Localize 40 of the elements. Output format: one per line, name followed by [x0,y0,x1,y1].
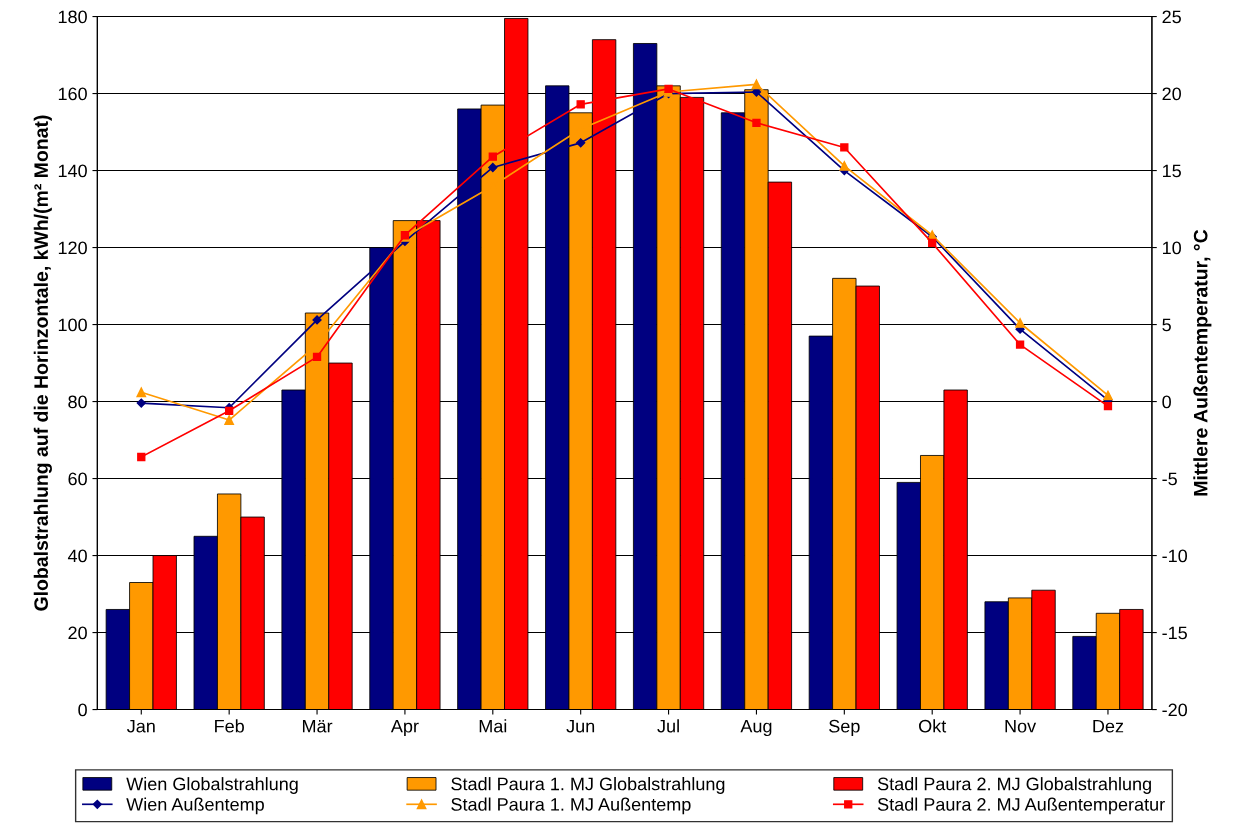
y2-tick-label: -5 [1162,472,1177,486]
x-tick-label: Jun [566,719,595,733]
legend-label: Stadl Paura 2. MJ Globalstrahlung [877,777,1151,794]
legend-label: Wien Außentemp [126,797,264,815]
y-tick-label: 80 [68,395,87,409]
x-tick-label: Mai [479,719,507,733]
y-tick-label: 0 [78,703,87,717]
x-tick-label: Mär [302,719,333,733]
y2-tick-label: 5 [1162,318,1171,332]
x-tick-label: Okt [919,719,947,733]
y2-tick-label: 15 [1163,164,1181,178]
y-tick-label: 160 [58,87,87,101]
y-tick-label: 180 [58,10,87,24]
y-tick-label: 100 [58,318,87,332]
y2-tick-label: 20 [1162,87,1181,101]
y2-tick-label: 25 [1162,10,1181,24]
y2-axis-title: Mittlere Außentemperatur, °C [1193,229,1212,496]
y-tick-label: 140 [58,164,87,178]
y2-tick-label: 0 [1162,395,1171,409]
y2-tick-label: -20 [1162,703,1188,717]
x-tick-label: Feb [215,719,244,733]
legend-label: Stadl Paura 1. MJ Globalstrahlung [451,777,725,794]
y-axis-title: Globalstrahlung auf die Horinzontale, kWh/(m² Monat) [33,115,52,611]
y2-tick-label: -15 [1162,626,1187,640]
x-tick-label: Nov [1005,719,1037,733]
y-tick-label: 40 [67,549,87,563]
y-tick-label: 120 [58,241,87,255]
x-tick-label: Apr [390,719,419,737]
x-tick-label: Jan [127,719,155,733]
y-tick-label: 60 [68,472,87,486]
y-tick-label: 20 [68,626,87,640]
legend-label: Stadl Paura 2. MJ Außentemperatur [877,797,1165,815]
x-tick-label: Jul [657,719,679,733]
x-tick-label: Aug [740,719,772,737]
y2-tick-label: -10 [1162,549,1188,563]
y2-tick-label: 10 [1163,241,1181,255]
legend-label: Wien Globalstrahlung [126,777,298,794]
x-tick-label: Sep [829,719,860,737]
x-tick-label: Dez [1093,719,1124,733]
legend-label: Stadl Paura 1. MJ Außentemp [451,797,691,815]
